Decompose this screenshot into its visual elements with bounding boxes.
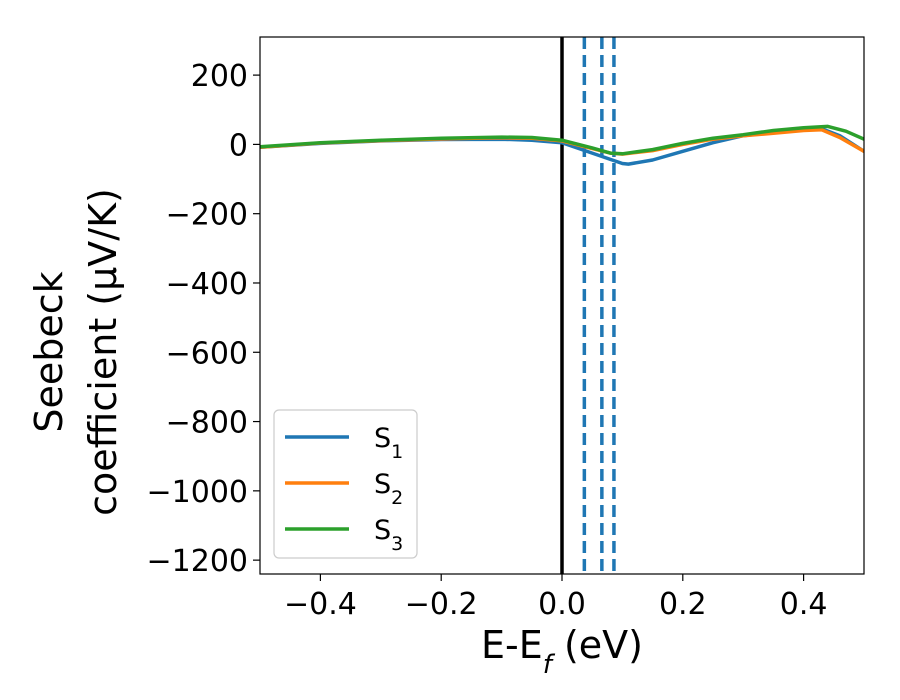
series-line-S3 xyxy=(260,124,864,156)
x-axis-ticks: −0.4 −0.2 0.0 0.2 0.4 xyxy=(284,574,827,622)
y-axis-ticks: 200 0 −200 −400 −600 −800 −1000 −1200 xyxy=(147,59,260,579)
svg-text:Seebeck: Seebeck xyxy=(27,271,71,432)
y-tick-label: −800 xyxy=(166,406,248,441)
x-tick-label: 0.0 xyxy=(538,587,586,622)
y-tick-label: −400 xyxy=(166,267,248,302)
reference-lines xyxy=(560,37,616,574)
y-tick-label: 200 xyxy=(191,59,248,94)
y-tick-label: −1000 xyxy=(147,475,248,510)
svg-text:coefficient (μV/K): coefficient (μV/K) xyxy=(81,188,125,516)
x-tick-label: 0.4 xyxy=(780,587,828,622)
y-tick-label: 0 xyxy=(229,128,248,163)
x-axis-label: E-Ef (eV) xyxy=(481,623,643,680)
y-tick-label: −1200 xyxy=(147,544,248,579)
x-tick-label: −0.2 xyxy=(405,587,478,622)
series-lines xyxy=(260,124,864,166)
y-tick-label: −600 xyxy=(166,336,248,371)
y-axis-label: Seebeck coefficient (μV/K) xyxy=(27,188,125,516)
y-tick-label: −200 xyxy=(166,198,248,233)
x-tick-label: 0.2 xyxy=(659,587,707,622)
x-tick-label: −0.4 xyxy=(284,587,357,622)
